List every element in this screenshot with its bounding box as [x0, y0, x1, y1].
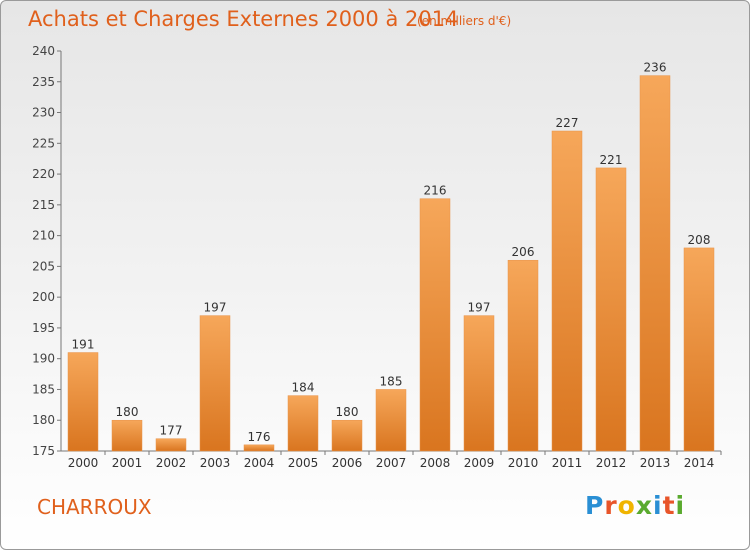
x-tick-label-2010: 2010 — [508, 456, 539, 470]
bar-2002 — [155, 438, 187, 452]
town-name: CHARROUX — [37, 495, 152, 519]
value-label-2014: 208 — [688, 233, 711, 247]
bar-2010 — [507, 259, 539, 452]
logo-letter: i — [675, 491, 686, 520]
value-label-2008: 216 — [424, 184, 447, 198]
y-tick-label: 220 — [32, 167, 55, 181]
x-tick-label-2003: 2003 — [200, 456, 231, 470]
x-tick-label-2005: 2005 — [288, 456, 319, 470]
x-tick-label-2011: 2011 — [552, 456, 583, 470]
value-label-2000: 191 — [72, 338, 95, 352]
bar-2001 — [111, 419, 143, 452]
bar-2012 — [595, 167, 627, 452]
y-tick-label: 230 — [32, 106, 55, 120]
chart-axes: 175 180 185 190 195 200 205 210 215 220 225 230 235 2… — [32, 44, 722, 458]
value-label-2002: 177 — [160, 424, 183, 438]
y-tick-label: 200 — [32, 290, 55, 304]
y-tick-label: 195 — [32, 321, 55, 335]
x-tick-label-2007: 2007 — [376, 456, 407, 470]
x-tick-label-2014: 2014 — [684, 456, 715, 470]
y-tick-label: 190 — [32, 352, 55, 366]
y-tick-label: 205 — [32, 259, 55, 273]
x-tick-label-2013: 2013 — [640, 456, 671, 470]
value-label-2006: 180 — [336, 405, 359, 419]
logo-letter: i — [653, 491, 663, 520]
y-tick-label: 185 — [32, 382, 55, 396]
x-tick-label-2002: 2002 — [156, 456, 187, 470]
value-label-2003: 197 — [204, 301, 227, 315]
x-tick-label-2012: 2012 — [596, 456, 627, 470]
bar-2003 — [199, 315, 231, 452]
x-tick-label-2000: 2000 — [68, 456, 99, 470]
bar-2004 — [243, 444, 275, 452]
x-tick-label-2006: 2006 — [332, 456, 363, 470]
bar-2009 — [463, 315, 495, 452]
chart-bars — [67, 75, 715, 452]
chart-title: Achats et Charges Externes 2000 à 2014 — [28, 7, 459, 31]
bar-2013 — [639, 75, 671, 452]
bar-2005 — [287, 395, 319, 452]
x-tick-label-2001: 2001 — [112, 456, 143, 470]
y-tick-label: 175 — [32, 444, 55, 458]
bar-2006 — [331, 419, 363, 452]
y-tick-label: 210 — [32, 229, 55, 243]
logo-letter: x — [635, 491, 653, 520]
bar-2011 — [551, 130, 583, 452]
value-label-2012: 221 — [600, 153, 623, 167]
y-tick-label: 240 — [32, 44, 55, 58]
value-label-2007: 185 — [380, 374, 403, 388]
chart-labels: 191 2000 180 2001 177 2002 197 2003 176 2004 184 20… — [68, 61, 715, 470]
logo-letter: P — [585, 491, 605, 520]
value-label-2010: 206 — [512, 245, 535, 259]
bar-2007 — [375, 389, 407, 452]
bar-2008 — [419, 198, 451, 452]
y-tick-label: 180 — [32, 413, 55, 427]
y-tick-label: 225 — [32, 136, 55, 150]
value-label-2004: 176 — [248, 430, 271, 444]
chart-subtitle: (en milliers d'€) — [417, 14, 512, 28]
proxiti-logo[interactable]: Proxiti — [585, 491, 685, 520]
y-tick-label: 235 — [32, 75, 55, 89]
value-label-2001: 180 — [116, 405, 139, 419]
x-tick-label-2009: 2009 — [464, 456, 495, 470]
bar-2014 — [683, 247, 715, 452]
logo-letter: r — [604, 491, 618, 520]
y-tick-label: 215 — [32, 198, 55, 212]
value-label-2005: 184 — [292, 381, 315, 395]
x-tick-label-2004: 2004 — [244, 456, 275, 470]
logo-letter: t — [662, 491, 676, 520]
logo-letter: o — [617, 491, 636, 520]
x-tick-label-2008: 2008 — [420, 456, 451, 470]
bar-2000 — [67, 352, 99, 452]
value-label-2011: 227 — [556, 116, 579, 130]
value-label-2013: 236 — [644, 61, 667, 75]
value-label-2009: 197 — [468, 301, 491, 315]
